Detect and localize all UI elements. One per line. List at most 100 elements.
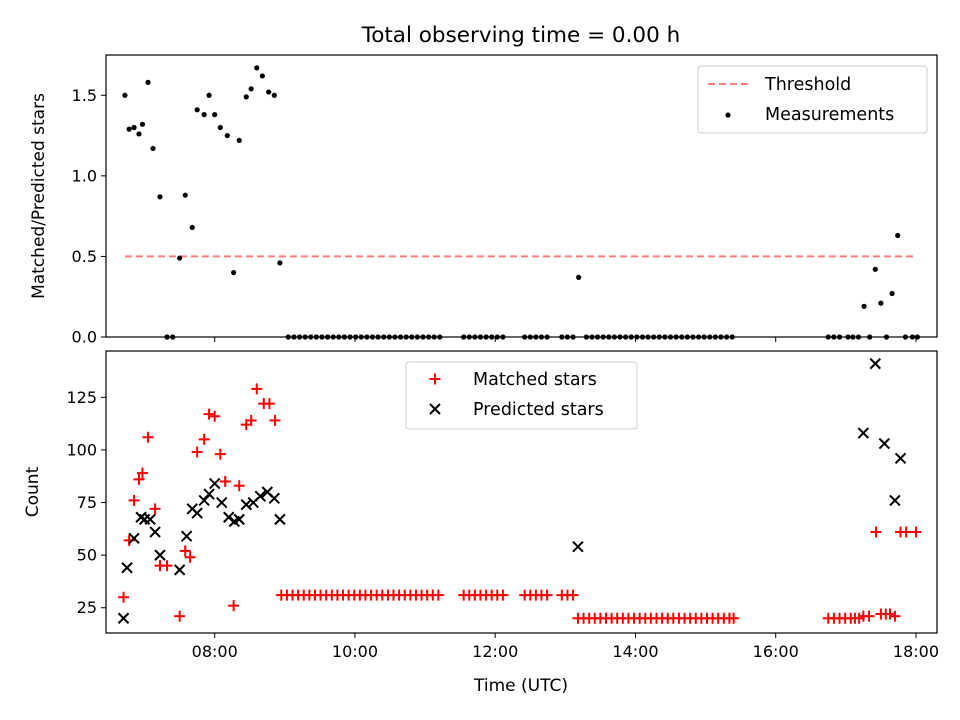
predicted-point-b — [254, 490, 266, 502]
measurement-point — [266, 89, 272, 95]
matched-point — [136, 467, 148, 479]
measurement-point — [861, 303, 867, 309]
measurement-point — [217, 124, 223, 131]
ratio-y-tick-label: 0.0 — [72, 328, 97, 347]
measurement-point — [254, 65, 260, 71]
count-x-tick-label: 08:00 — [192, 642, 238, 661]
matched-point — [161, 560, 173, 572]
count-y-ticks: 25 50 75 100 125 — [66, 388, 106, 617]
count-x-tick-label: 18:00 — [893, 642, 939, 661]
measurement-point — [201, 112, 207, 118]
matched-point — [191, 446, 203, 458]
predicted-point-b — [889, 494, 901, 507]
predicted-point — [233, 513, 245, 526]
legend-measurements-swatch — [725, 112, 731, 118]
legend-predicted-marker — [429, 403, 441, 415]
count-y-tick-label: 75 — [77, 493, 97, 512]
matched-point — [214, 448, 226, 460]
ratio-y-tick-label: 1.5 — [72, 86, 97, 105]
matched-point — [233, 480, 245, 492]
ratio-legend-box — [697, 65, 928, 134]
predicted-point-b — [149, 526, 161, 538]
matched-point — [263, 398, 275, 410]
predicted-point — [128, 532, 140, 545]
ratio-y-tick-label: 0.5 — [72, 247, 97, 266]
predicted-point-b — [203, 488, 215, 500]
ratio-y-tick-label: 1.0 — [72, 166, 97, 185]
count-y-tick-label: 125 — [66, 388, 97, 407]
matched-point — [870, 526, 882, 538]
predicted-point — [180, 530, 193, 542]
matched-point — [133, 473, 145, 485]
predicted-point — [240, 498, 252, 511]
predicted-point-b — [216, 496, 228, 509]
predicted-point-b — [857, 427, 870, 439]
measurement-point — [248, 86, 254, 92]
predicted-point — [208, 477, 221, 490]
measurement-point — [271, 92, 277, 98]
predicted-point — [203, 488, 215, 500]
matched-point — [142, 431, 154, 443]
count-panel: 25 50 75 100 125 08:00 10:00 12:00 14:00 16:00 18… — [23, 350, 939, 696]
count-x-ticks: 08:00 10:00 12:00 14:00 16:00 18:00 — [192, 633, 939, 661]
predicted-point — [117, 612, 130, 624]
count-legend: Matched stars Predicted stars — [405, 361, 638, 430]
predicted-point-b — [878, 437, 891, 450]
chart-title: Total observing time = 0.00 h — [361, 23, 681, 48]
measurement-point — [889, 290, 895, 297]
predicted-point — [154, 549, 166, 561]
matched-point — [149, 503, 161, 515]
measurement-point — [895, 232, 901, 239]
predicted-point — [173, 564, 186, 576]
count-y-tick-label: 100 — [66, 440, 97, 459]
predicted-point-b — [208, 477, 221, 490]
predicted-point-b — [894, 452, 907, 465]
measurement-point — [236, 137, 242, 144]
predicted-point-b — [233, 513, 245, 526]
predicted-point-b — [128, 532, 140, 545]
matched-point — [174, 610, 186, 622]
matched-point — [884, 608, 896, 620]
count-x-tick-label: 10:00 — [332, 642, 378, 661]
legend-matched-swatch — [429, 373, 441, 385]
ratio-x-ticks — [214, 337, 917, 342]
count-marks — [117, 357, 922, 624]
legend-measurements-label: Measurements — [765, 105, 894, 125]
count-y-tick-label: 50 — [77, 546, 97, 565]
legend-predicted-label: Predicted stars — [473, 400, 604, 420]
predicted-point-b — [191, 507, 203, 519]
matched-point — [910, 526, 922, 538]
matched-point — [128, 494, 140, 506]
measurement-point — [136, 131, 142, 137]
measurement-point — [243, 94, 249, 100]
measurement-point — [194, 107, 200, 113]
matched-point — [269, 414, 281, 426]
measurement-point — [259, 73, 265, 79]
predicted-point — [857, 427, 870, 439]
predicted-point-b — [268, 492, 281, 505]
count-x-tick-label: 16:00 — [753, 642, 799, 661]
ratio-marks — [122, 65, 920, 340]
legend-predicted-swatch — [429, 403, 441, 415]
matched-point — [728, 612, 740, 624]
predicted-point-b — [173, 564, 186, 576]
measurement-point — [157, 194, 163, 200]
measurement-point — [872, 266, 878, 272]
predicted-point-b — [274, 513, 286, 526]
predicted-point-b — [572, 541, 584, 553]
predicted-point — [889, 494, 901, 507]
count-legend-box — [405, 361, 638, 430]
predicted-point — [216, 496, 228, 509]
predicted-point — [869, 357, 881, 370]
count-x-tick-label: 12:00 — [472, 642, 518, 661]
legend-threshold-label: Threshold — [764, 75, 851, 95]
ratio-y-ticks: 0.0 0.5 1.0 1.5 — [72, 86, 106, 347]
matched-point — [209, 410, 221, 422]
measurement-point — [131, 124, 137, 131]
legend-predicted-marker-b — [429, 403, 441, 415]
predicted-point-b — [261, 486, 273, 498]
matched-point — [228, 600, 240, 612]
measurement-point — [231, 269, 237, 276]
matched-point — [497, 589, 509, 601]
measurement-point — [878, 300, 884, 306]
